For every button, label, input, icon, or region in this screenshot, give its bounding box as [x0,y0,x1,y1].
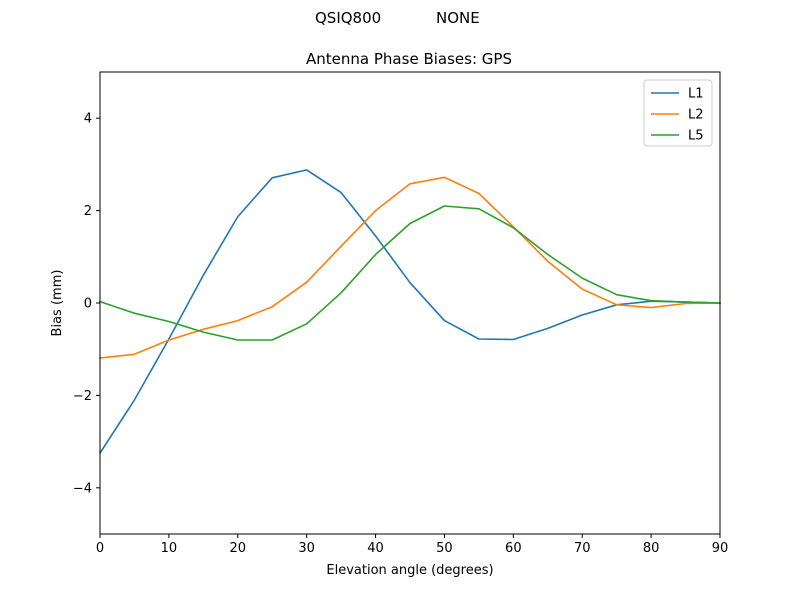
suptitle-antenna: QSIQ800 [315,9,382,27]
legend-label-l1: L1 [688,87,704,102]
x-axis-label: Elevation angle (degrees) [326,563,493,578]
series-line-l1 [98,169,721,455]
y-tick-label: −4 [73,481,92,496]
y-axis-label: Bias (mm) [50,270,65,337]
y-tick-label: 2 [84,204,92,219]
x-tick-label: 30 [298,541,315,556]
chart-title: Antenna Phase Biases: GPS [306,50,512,68]
legend: L1 L2 L5 [643,79,713,147]
x-tick-label: 10 [161,541,178,556]
series-line-l5 [98,205,721,341]
legend-box [643,79,713,147]
x-tick-label: 70 [574,541,591,556]
series-line-l2 [99,176,721,359]
x-tick-label: 40 [367,541,384,556]
x-tick-label: 90 [712,541,729,556]
legend-label-l2: L2 [688,108,704,123]
x-tick-label: 50 [436,541,453,556]
x-tick-label: 20 [230,541,247,556]
legend-label-l5: L5 [688,129,704,144]
x-tick-label: 0 [96,541,104,556]
y-tick-label: 0 [84,297,92,312]
suptitle-radome: NONE [436,9,480,27]
x-tick-label: 80 [643,541,660,556]
plot-frame [99,71,721,535]
x-tick-label: 60 [505,541,522,556]
y-tick-label: −2 [73,389,92,404]
y-tick-label: 4 [84,112,92,127]
